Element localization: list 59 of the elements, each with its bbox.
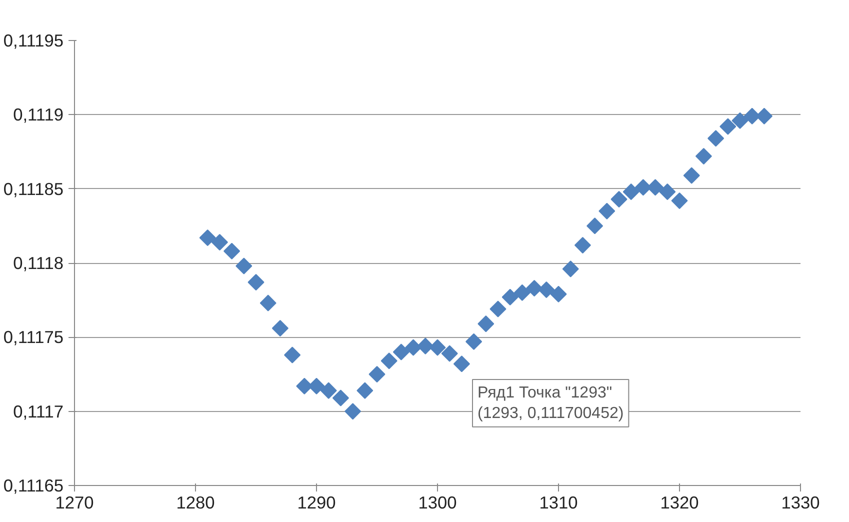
- point: [490, 300, 506, 318]
- point: [284, 346, 301, 364]
- point: [344, 403, 362, 420]
- point: [248, 274, 264, 291]
- point: [526, 280, 543, 296]
- point: [320, 382, 337, 399]
- point: [514, 284, 530, 301]
- point: [622, 184, 640, 200]
- point: [260, 294, 276, 312]
- y-tick-label: 0,1119: [13, 104, 64, 125]
- point: [478, 316, 494, 332]
- x-tick-label: 1330: [781, 492, 820, 512]
- point: [695, 148, 712, 164]
- x-tick-label: 1320: [660, 492, 699, 512]
- point: [356, 382, 374, 399]
- x-tick-label: 1300: [418, 492, 457, 512]
- point: [441, 345, 458, 362]
- point: [538, 281, 555, 298]
- y-tick-label: 0,11185: [3, 178, 64, 199]
- point: [562, 260, 579, 278]
- x-tick-label: 1270: [55, 492, 94, 512]
- point: [744, 108, 760, 124]
- y-tick-label: 0,11195: [3, 30, 64, 50]
- point: [405, 339, 422, 356]
- point: [224, 242, 240, 260]
- point: [272, 320, 288, 337]
- x-tick-label: 1310: [539, 492, 578, 512]
- point: [211, 234, 228, 251]
- y-tick-label: 0,1118: [13, 253, 64, 273]
- point: [586, 218, 604, 234]
- point: [598, 202, 616, 220]
- point: [236, 258, 252, 274]
- point: [659, 184, 676, 200]
- point: [392, 344, 410, 360]
- point: [647, 179, 664, 196]
- point: [732, 112, 748, 129]
- y-tick-label: 0,11175: [3, 327, 64, 348]
- x-tick-label: 1290: [297, 492, 336, 512]
- point: [368, 366, 386, 383]
- point: [610, 190, 628, 208]
- x-tick-label: 1280: [176, 492, 215, 512]
- point: [720, 118, 736, 135]
- point: [708, 130, 724, 147]
- point: [502, 288, 518, 306]
- y-tick-label: 0,1117: [13, 401, 64, 422]
- point: [634, 179, 652, 196]
- point: [199, 230, 216, 246]
- point: [417, 338, 434, 354]
- point: [453, 356, 470, 372]
- point: [550, 286, 567, 302]
- point: [380, 352, 398, 370]
- point: [466, 333, 482, 350]
- point: [429, 339, 446, 356]
- point: [574, 236, 591, 254]
- annotation: Ряд1 Точка "1293" (1293, 0,111700452): [478, 384, 624, 422]
- point: [683, 167, 700, 184]
- y-tick-label: 0,11165: [3, 476, 64, 496]
- point: [332, 390, 349, 406]
- point: [671, 192, 688, 209]
